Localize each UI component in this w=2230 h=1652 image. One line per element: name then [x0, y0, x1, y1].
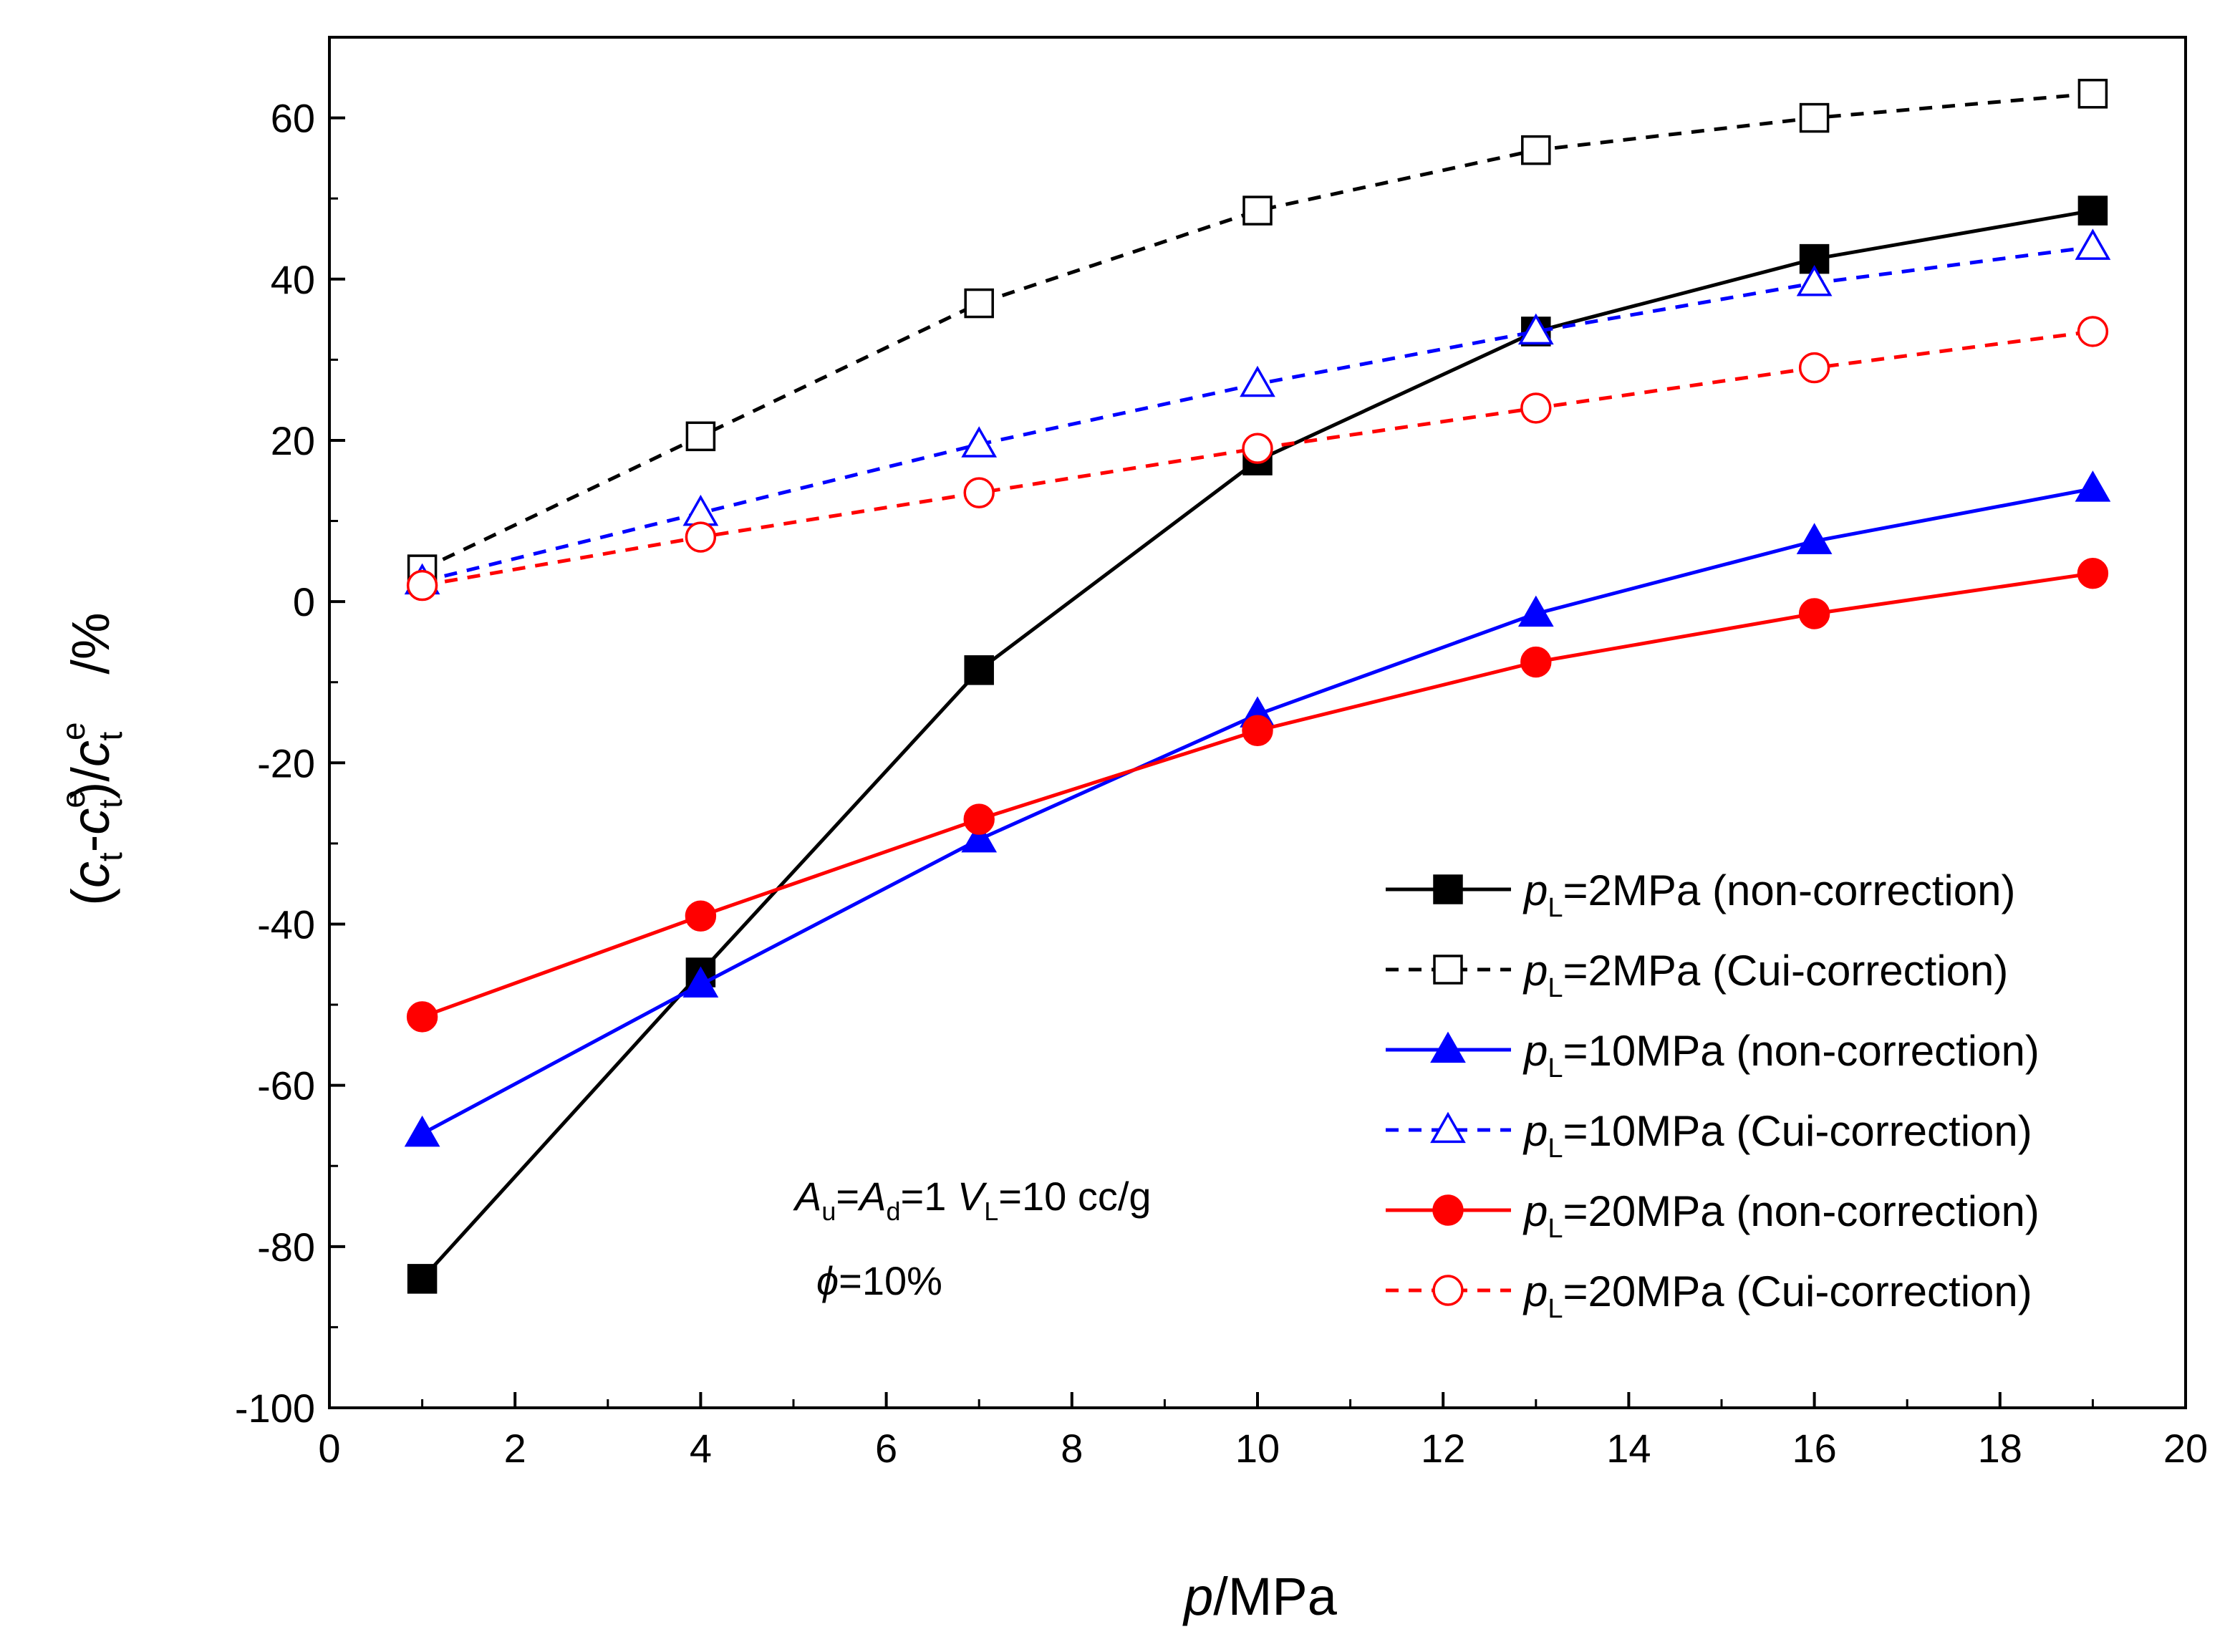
data-point-square	[2077, 79, 2108, 109]
data-point-square	[685, 421, 716, 452]
data-point-triangle	[961, 426, 998, 458]
data-point-square	[407, 1264, 438, 1294]
series-5	[406, 558, 2109, 1033]
data-point-triangle	[1517, 313, 1554, 345]
series-6	[406, 316, 2109, 602]
data-point-square	[964, 655, 994, 685]
y-tick-label: -60	[257, 1063, 315, 1108]
x-tick-label: 14	[1606, 1426, 1651, 1471]
legend-item-5: pL=20MPa (non-correction)	[1386, 1187, 2040, 1244]
x-tick-label: 16	[1792, 1426, 1836, 1471]
data-point-triangle	[1430, 1111, 1466, 1144]
data-point-circle	[963, 477, 995, 508]
legend-label: pL=20MPa (non-correction)	[1522, 1187, 2040, 1244]
legend-item-4: pL=10MPa (Cui-correction)	[1386, 1107, 2032, 1164]
y-tick-label: 40	[271, 257, 315, 302]
x-tick-label: 10	[1235, 1426, 1280, 1471]
series-layer	[404, 79, 2111, 1294]
legend-item-6: pL=20MPa (Cui-correction)	[1386, 1267, 2032, 1324]
data-point-square	[964, 288, 994, 319]
y-tick-label: -80	[257, 1224, 315, 1270]
legend-item-2: pL=2MPa (Cui-correction)	[1386, 947, 2008, 1003]
data-point-circle	[1432, 1194, 1464, 1226]
annotation-line-2: ϕ=10%	[816, 1258, 942, 1303]
x-tick-label: 12	[1421, 1426, 1465, 1471]
data-point-triangle	[961, 821, 998, 853]
data-point-square	[1433, 955, 1463, 985]
data-point-triangle	[2075, 228, 2111, 260]
data-point-triangle	[1796, 523, 1833, 554]
annotation-line-1: Au=Ad=1 VL=10 cc/g	[793, 1174, 1152, 1226]
x-tick-label: 2	[504, 1426, 526, 1471]
x-tick-label: 6	[875, 1426, 897, 1471]
data-point-square	[1433, 874, 1463, 904]
y-tick-label: 60	[271, 96, 315, 141]
series-line	[422, 245, 2093, 584]
y-tick-label: -100	[235, 1386, 315, 1431]
data-point-circle	[1798, 352, 1830, 384]
data-point-triangle	[2075, 470, 2111, 502]
data-point-triangle	[1430, 1031, 1466, 1063]
data-point-circle	[1520, 646, 1552, 678]
data-point-square	[1521, 135, 1551, 165]
legend-item-3: pL=10MPa (non-correction)	[1386, 1027, 2040, 1083]
legend-item-1: pL=2MPa (non-correction)	[1386, 866, 2015, 923]
x-tick-label: 18	[1978, 1426, 2022, 1471]
data-point-square	[1799, 102, 1830, 133]
legend-label: pL=20MPa (Cui-correction)	[1522, 1267, 2032, 1324]
legend-label: pL=10MPa (Cui-correction)	[1522, 1107, 2032, 1164]
data-point-circle	[685, 521, 717, 553]
legend-label: pL=2MPa (non-correction)	[1522, 866, 2015, 923]
data-point-triangle	[404, 1115, 440, 1147]
data-point-triangle	[1517, 595, 1554, 627]
data-point-circle	[1242, 715, 1273, 746]
y-axis-title: (ct-cet)/cet/%	[54, 612, 129, 905]
data-point-circle	[1798, 598, 1830, 629]
series-4	[404, 228, 2111, 595]
x-tick-label: 4	[690, 1426, 712, 1471]
x-tick-label: 8	[1061, 1426, 1083, 1471]
data-point-triangle	[1796, 265, 1833, 296]
axes: 0 2 4 6 8 10 12 14 16 18 20 -100 -80 -60 -40 -20 0 20 40 60	[235, 36, 2208, 1471]
y-tick-label: 0	[293, 579, 315, 624]
data-point-circle	[2077, 316, 2109, 347]
data-point-circle	[1520, 392, 1552, 424]
data-point-circle	[406, 1001, 438, 1033]
data-point-square	[2077, 195, 2108, 226]
data-point-triangle	[682, 494, 719, 526]
data-point-circle	[963, 803, 995, 835]
x-tick-label: 20	[2163, 1426, 2208, 1471]
data-point-square	[1242, 195, 1273, 226]
data-point-circle	[406, 569, 438, 602]
series-2	[407, 79, 2108, 584]
data-point-circle	[1432, 1275, 1464, 1306]
data-point-circle	[1242, 433, 1273, 464]
legend: pL=2MPa (non-correction) pL=2MPa (Cui-cor…	[1386, 866, 2040, 1324]
data-point-triangle	[1240, 365, 1275, 397]
series-line	[421, 92, 2093, 571]
legend-label: pL=10MPa (non-correction)	[1522, 1027, 2040, 1083]
data-point-circle	[685, 900, 717, 932]
data-point-triangle	[682, 966, 719, 998]
y-tick-label: -20	[257, 740, 315, 786]
data-point-circle	[2077, 558, 2109, 589]
x-tick-label: 0	[318, 1426, 340, 1471]
x-axis-title: p/MPa	[1182, 1567, 1338, 1626]
legend-label: pL=2MPa (Cui-correction)	[1522, 947, 2008, 1003]
y-tick-label: 20	[271, 418, 315, 463]
y-tick-label: -40	[257, 902, 315, 947]
